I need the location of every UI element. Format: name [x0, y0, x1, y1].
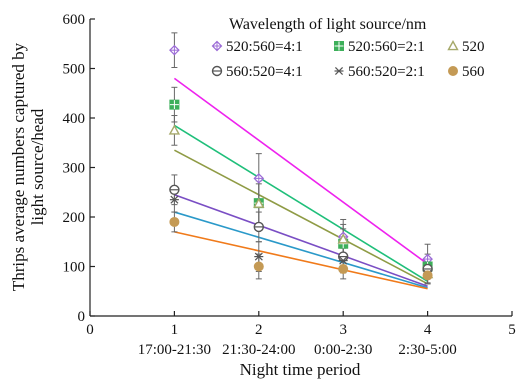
- legend-item: 520:560=2:1: [334, 39, 425, 55]
- y-axis-title-line: Thrips average numbers captured by: [9, 42, 28, 291]
- legend-item: 560:520=4:1: [211, 64, 303, 80]
- legend-label: 520:560=2:1: [348, 39, 425, 55]
- data-point: [168, 124, 181, 135]
- data-point: [169, 216, 180, 227]
- legend-label: 560: [462, 64, 485, 80]
- category-label: 0:00-2:30: [314, 342, 372, 358]
- data-point: [253, 221, 264, 233]
- legend-label: 520: [462, 39, 485, 55]
- y-axis-title: Thrips average numbers captured by light …: [9, 42, 47, 291]
- y-tick-label: 400: [63, 111, 86, 127]
- data-point: [338, 263, 349, 274]
- trend-lines: [173, 77, 429, 290]
- x-tick-label: 0: [86, 322, 94, 338]
- y-tick-label: 300: [63, 161, 86, 177]
- data-point: [253, 173, 265, 184]
- legend-label: 560:520=4:1: [226, 64, 303, 80]
- trend-line: [174, 193, 428, 288]
- trend-line: [173, 77, 429, 265]
- data-points: [168, 44, 434, 281]
- data-point: [253, 197, 265, 208]
- legend-marker: [211, 40, 223, 52]
- legend-item: 560: [448, 64, 485, 80]
- legend-item: 520:560=4:1: [211, 39, 303, 55]
- category-label: 17:00-21:30: [138, 342, 211, 358]
- legend-marker: [447, 40, 459, 51]
- category-label: 2:30-5:00: [398, 342, 456, 358]
- x-tick-label: 3: [339, 322, 347, 338]
- data-point: [169, 195, 179, 204]
- legend-marker: [334, 41, 344, 51]
- trend-line: [174, 231, 428, 290]
- legend-item: 560:520=2:1: [334, 64, 425, 80]
- y-tick-label: 100: [63, 260, 86, 276]
- y-tick-label: 500: [63, 62, 86, 78]
- data-point: [169, 44, 180, 56]
- trend-line: [174, 149, 428, 285]
- trend-line: [173, 124, 429, 283]
- legend-label: 560:520=2:1: [348, 64, 425, 80]
- x-tick-label: 4: [424, 322, 432, 338]
- y-axis-title-line: light source/head: [28, 108, 47, 225]
- x-axis-title: Night time period: [240, 360, 361, 379]
- data-point: [254, 252, 264, 261]
- legend-item: 520: [447, 39, 485, 55]
- y-tick-label: 200: [63, 210, 86, 226]
- data-point: [169, 184, 180, 195]
- axes: 0 1 2 3 4 5 0 100 200 300 400 500 600 17:00-21:30 21:3…: [63, 12, 516, 358]
- data-point: [169, 99, 180, 110]
- trend-line: [174, 211, 428, 289]
- data-point: [253, 261, 264, 272]
- x-tick-label: 1: [171, 322, 179, 338]
- legend-marker: [448, 66, 458, 76]
- legend-label: 520:560=4:1: [226, 39, 303, 55]
- data-point: [422, 270, 433, 281]
- x-tick-label: 5: [508, 322, 516, 338]
- data-point: [338, 256, 348, 265]
- y-tick-label: 0: [78, 309, 86, 325]
- data-point: [337, 233, 349, 244]
- legend-marker: [211, 65, 223, 77]
- legend-marker: [334, 66, 344, 76]
- legend-title: Wavelength of light source/nm: [229, 16, 427, 33]
- x-tick-label: 2: [255, 322, 263, 338]
- legend: Wavelength of light source/nm 520:560=4:…: [211, 16, 485, 80]
- category-label: 21:30-24:00: [222, 342, 295, 358]
- y-tick-label: 600: [63, 12, 86, 28]
